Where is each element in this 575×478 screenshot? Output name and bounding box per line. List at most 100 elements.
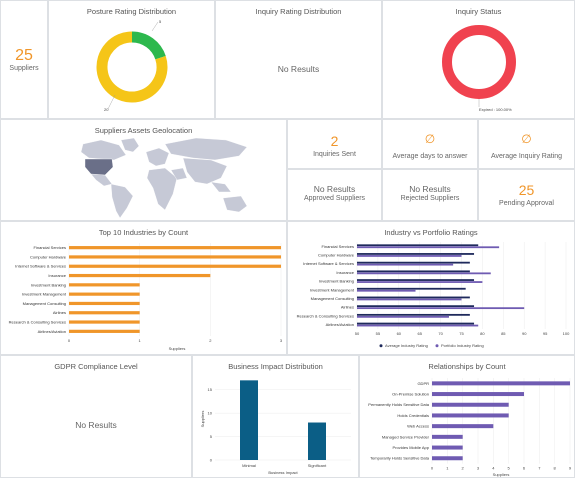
ivp-bar-portfolio [357, 281, 483, 283]
rel-xtick: 0 [431, 466, 434, 471]
avg-rating-card[interactable]: ∅ Average Inquiry Rating [478, 119, 575, 169]
rel-xtick: 6 [523, 466, 526, 471]
ivp-bar-portfolio [357, 289, 416, 292]
rel-xtick: 4 [492, 466, 495, 471]
inquiry-status-title: Inquiry Status [455, 7, 502, 16]
top10-bar [69, 320, 140, 324]
business-ylabel: Suppliers [200, 411, 205, 428]
ivp-bar-portfolio [357, 307, 525, 310]
ivp-bar-industry [357, 253, 475, 255]
top10-category-label: Computer Hardware [30, 254, 67, 259]
ivp-legend-portfolio: Portfolio Industry Rating [441, 343, 484, 348]
rel-xtick: 1 [446, 466, 449, 471]
ivp-bar-industry [357, 296, 470, 299]
pending-approval-card[interactable]: 25 Pending Approval [478, 169, 575, 221]
rel-xlabel: Suppliers [493, 472, 510, 477]
posture-rating-title: Posture Rating Distribution [86, 7, 177, 16]
ivp-category-label: Management Consulting [311, 296, 354, 301]
posture-label-yellow: 20 [104, 107, 109, 112]
top10-xtick: 2 [209, 338, 212, 343]
ivp-legend-marker-industry [379, 344, 383, 348]
ivp-xtick: 75 [459, 331, 464, 336]
ivp-xtick: 70 [438, 331, 443, 336]
approved-suppliers-card[interactable]: No Results Approved Suppliers [287, 169, 382, 221]
rejected-value: No Results [409, 184, 451, 194]
ivp-bar-industry [357, 270, 470, 273]
rel-category-label: GDPR [417, 381, 429, 386]
rel-bar [432, 392, 524, 397]
posture-slice [96, 31, 168, 103]
posture-leader-yellow [107, 94, 116, 110]
top10-bar [69, 273, 211, 278]
suppliers-label: Suppliers [9, 65, 39, 72]
avg-rating-value: ∅ [521, 132, 532, 146]
ivp-category-label: Insurance [336, 270, 354, 275]
top10-bar [69, 255, 281, 259]
ivp-bar-portfolio [357, 315, 449, 318]
inquiry-status-donut-chart[interactable]: Expired : 100.00% [383, 1, 575, 120]
ivp-xtick: 100 [563, 331, 570, 336]
map-australia [222, 195, 248, 213]
rejected-suppliers-card[interactable]: No Results Rejected Suppliers [382, 169, 478, 221]
ivp-category-label: Airlines/Aviation [326, 322, 354, 327]
gdpr-title: GDPR Compliance Level [54, 362, 138, 371]
business-impact-card: Business Impact Distribution 0 5 10 15 Minim… [192, 355, 359, 478]
rel-xtick: 3 [477, 466, 480, 471]
top10-bar [69, 264, 281, 268]
world-map[interactable] [1, 120, 288, 222]
inquiry-status-card: Inquiry Status Expired : 100.00% [382, 0, 575, 119]
ivp-xtick: 55 [376, 331, 381, 336]
top10-category-label: Investment Banking [31, 282, 66, 287]
ivp-bar-industry [357, 244, 479, 247]
avg-days-card[interactable]: ∅ Average days to answer [382, 119, 478, 169]
suppliers-count-card[interactable]: 25 Suppliers [0, 0, 48, 119]
rel-bar [432, 381, 570, 386]
rel-category-label: On-Premise Solution [392, 391, 429, 396]
inquiries-sent-label: Inquiries Sent [313, 151, 356, 158]
top10-category-label: Airlines [53, 310, 66, 315]
ivp-category-label: Computer Hardware [318, 252, 355, 257]
map-asia [182, 157, 228, 185]
ivp-legend-industry: Average Industry Rating [385, 343, 428, 348]
geolocation-title: Suppliers Assets Geolocation [94, 126, 193, 135]
ivp-category-label: Investment Management [310, 287, 355, 292]
ivp-bar-portfolio [357, 255, 462, 257]
rel-xtick: 9 [569, 466, 572, 471]
top10-bar [69, 246, 281, 250]
pending-value: 25 [518, 182, 535, 198]
pending-label: Pending Approval [499, 200, 554, 207]
top10-xtick: 3 [280, 338, 283, 343]
approved-label: Approved Suppliers [303, 195, 366, 202]
rel-bar [432, 456, 463, 461]
top10-bar-chart[interactable]: 0 1 2 3 Financial Services Computer Hardware I… [1, 222, 288, 356]
status-slice-expired [442, 25, 516, 99]
map-europe [145, 147, 170, 167]
relationships-title: Relationships by Count [428, 362, 506, 371]
top10-xlabel: Suppliers [169, 346, 186, 351]
top10-category-label: Financial Services [34, 245, 66, 250]
ivp-bar-industry [357, 322, 475, 325]
rel-xtick: 5 [508, 466, 511, 471]
rel-bar [432, 424, 494, 429]
industry-vs-portfolio-chart[interactable]: 50 55 60 65 70 75 80 85 90 95 100 Financial Service… [288, 222, 575, 356]
map-canada [80, 139, 127, 161]
gdpr-no-results: No Results [75, 420, 117, 430]
relationships-bar-chart[interactable]: 0 1 2 3 4 5 6 7 8 9 GDPR On-Premise Solution Permane… [360, 356, 575, 478]
map-usa-highlight[interactable] [84, 158, 114, 176]
top10-category-label: Insurance [48, 273, 66, 278]
business-category-label: Minimal [242, 463, 256, 468]
posture-donut-chart[interactable]: 5 20 [49, 1, 216, 120]
inquiry-rating-card: Inquiry Rating Distribution No Results [215, 0, 382, 119]
rel-xtick: 8 [554, 466, 557, 471]
ivp-bar-industry [357, 305, 475, 308]
business-impact-chart[interactable]: 0 5 10 15 Minimal Significant Business Impact S… [193, 356, 360, 478]
rel-category-label: Web Access [407, 424, 429, 429]
top10-bar [69, 301, 140, 306]
posture-leader-green [151, 21, 159, 32]
ivp-category-label: Airlines [341, 305, 354, 310]
rel-category-label: Temporarily Holds Sensitive Data [370, 456, 430, 461]
relationships-card: Relationships by Count 0 1 2 3 4 5 6 7 8 9 GDPR On-… [359, 355, 575, 478]
ivp-xtick: 60 [397, 331, 402, 336]
top10-bar [69, 311, 140, 315]
inquiries-sent-card[interactable]: 2 Inquiries Sent [287, 119, 382, 169]
